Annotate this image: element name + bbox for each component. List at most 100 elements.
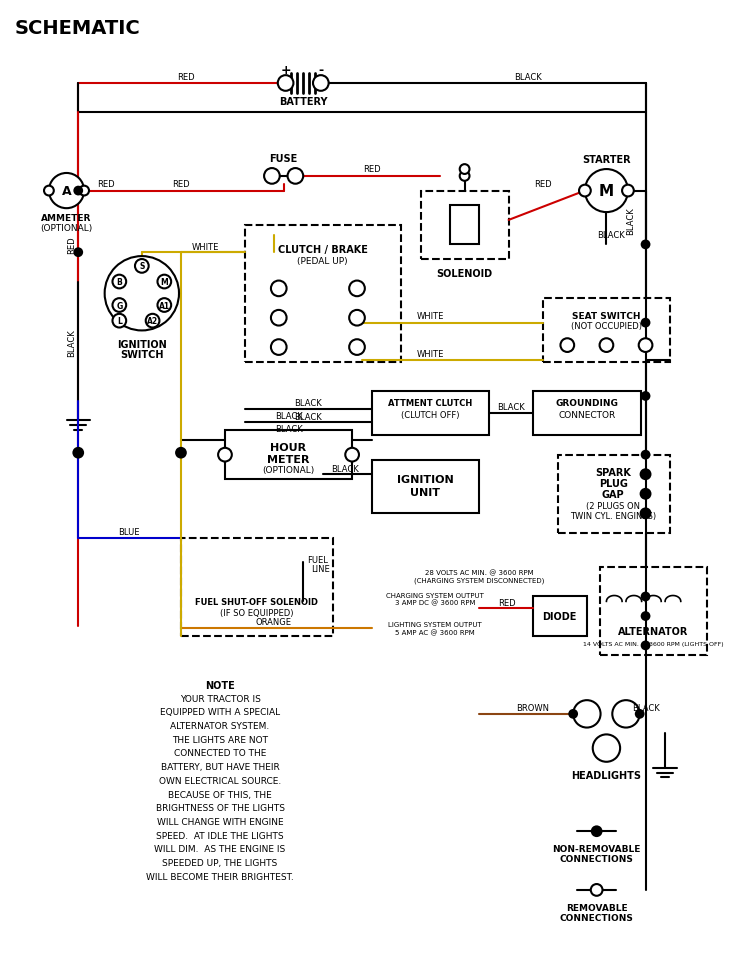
Text: RED: RED	[363, 165, 381, 173]
Bar	[533, 597, 587, 636]
Bar	[244, 226, 401, 362]
Text: IGNITION: IGNITION	[397, 475, 454, 484]
Text: ALTERNATOR: ALTERNATOR	[618, 626, 689, 636]
Text: HEADLIGHTS: HEADLIGHTS	[571, 770, 642, 781]
Text: (CLUTCH OFF): (CLUTCH OFF)	[401, 411, 459, 420]
Text: BRIGHTNESS OF THE LIGHTS: BRIGHTNESS OF THE LIGHTS	[155, 803, 285, 812]
Circle shape	[639, 339, 652, 353]
Circle shape	[74, 186, 83, 197]
Circle shape	[349, 311, 365, 327]
Text: WHITE: WHITE	[417, 350, 444, 359]
Text: DIODE: DIODE	[542, 611, 577, 621]
Text: SPARK: SPARK	[595, 468, 631, 478]
Circle shape	[72, 448, 84, 459]
Text: (2 PLUGS ON: (2 PLUGS ON	[587, 502, 640, 511]
Text: BLACK: BLACK	[631, 703, 659, 713]
Text: BLACK: BLACK	[598, 231, 625, 240]
Circle shape	[135, 260, 149, 273]
Circle shape	[640, 509, 651, 518]
Bar	[225, 431, 352, 480]
Circle shape	[74, 248, 83, 258]
Polygon shape	[548, 609, 571, 624]
Circle shape	[640, 489, 651, 499]
Text: RED: RED	[97, 180, 115, 189]
Text: NOTE: NOTE	[205, 680, 235, 690]
Text: BATTERY: BATTERY	[279, 97, 328, 107]
Circle shape	[345, 449, 359, 462]
Text: EQUIPPED WITH A SPECIAL: EQUIPPED WITH A SPECIAL	[160, 707, 280, 717]
Text: WILL CHANGE WITH ENGINE: WILL CHANGE WITH ENGINE	[157, 817, 283, 827]
Text: HOUR: HOUR	[270, 443, 307, 453]
Text: (IF SO EQUIPPED): (IF SO EQUIPPED)	[219, 608, 293, 617]
Bar	[450, 206, 479, 245]
Circle shape	[591, 884, 603, 896]
Text: BLACK: BLACK	[497, 403, 525, 412]
Circle shape	[568, 709, 578, 719]
Bar	[372, 460, 479, 514]
Text: YOUR TRACTOR IS: YOUR TRACTOR IS	[180, 694, 261, 703]
Text: (OPTIONAL): (OPTIONAL)	[263, 465, 315, 475]
Text: NON-REMOVABLE: NON-REMOVABLE	[553, 844, 641, 854]
Text: CHARGING SYSTEM OUTPUT: CHARGING SYSTEM OUTPUT	[386, 592, 484, 598]
Text: IGNITION: IGNITION	[117, 340, 166, 350]
Text: FUEL SHUT-OFF SOLENOID: FUEL SHUT-OFF SOLENOID	[195, 597, 318, 607]
Bar	[533, 391, 640, 436]
Text: LIGHTING SYSTEM OUTPUT: LIGHTING SYSTEM OUTPUT	[389, 621, 482, 627]
Text: SEAT SWITCH: SEAT SWITCH	[572, 312, 640, 321]
Text: RED: RED	[172, 180, 190, 189]
Circle shape	[271, 340, 286, 356]
Text: SCHEMATIC: SCHEMATIC	[15, 18, 141, 38]
Text: M: M	[599, 184, 614, 199]
Text: +: +	[280, 64, 291, 77]
Text: BLACK: BLACK	[275, 412, 302, 421]
Circle shape	[460, 165, 470, 174]
Text: BLACK: BLACK	[331, 464, 359, 474]
Circle shape	[460, 172, 470, 181]
Circle shape	[640, 470, 651, 480]
Text: RED: RED	[534, 180, 552, 189]
Text: CONNECTIONS: CONNECTIONS	[559, 855, 634, 863]
Text: (CHARGING SYSTEM DISCONNECTED): (CHARGING SYSTEM DISCONNECTED)	[414, 577, 545, 583]
Text: BECAUSE OF THIS, THE: BECAUSE OF THIS, THE	[169, 790, 272, 798]
Text: G: G	[116, 301, 122, 310]
Text: 14 VOLTS AC MIN. @ 3600 RPM (LIGHTS OFF): 14 VOLTS AC MIN. @ 3600 RPM (LIGHTS OFF)	[583, 641, 723, 646]
Circle shape	[44, 186, 54, 197]
Circle shape	[146, 315, 160, 328]
Circle shape	[600, 339, 613, 353]
Circle shape	[592, 735, 620, 762]
Circle shape	[579, 185, 591, 198]
Text: CLUTCH / BRAKE: CLUTCH / BRAKE	[277, 245, 368, 255]
Text: SPEED.  AT IDLE THE LIGHTS: SPEED. AT IDLE THE LIGHTS	[156, 830, 284, 840]
Bar	[543, 298, 670, 362]
Text: WHITE: WHITE	[191, 242, 219, 252]
Text: BLUE: BLUE	[118, 528, 140, 537]
Text: BLACK: BLACK	[294, 413, 322, 422]
Circle shape	[634, 709, 645, 719]
Circle shape	[113, 315, 126, 328]
Text: REMOVABLE: REMOVABLE	[566, 903, 628, 912]
Bar	[181, 538, 333, 636]
Circle shape	[640, 489, 651, 499]
Text: SPEEDED UP, THE LIGHTS: SPEEDED UP, THE LIGHTS	[163, 859, 277, 867]
Circle shape	[640, 489, 651, 499]
Circle shape	[560, 339, 574, 353]
Text: (NOT OCCUPIED): (NOT OCCUPIED)	[571, 322, 642, 330]
Circle shape	[49, 173, 84, 209]
Circle shape	[349, 281, 365, 297]
Circle shape	[277, 77, 294, 92]
Circle shape	[113, 298, 126, 313]
Text: -: -	[318, 64, 323, 77]
Text: A2: A2	[147, 317, 158, 326]
Text: BLACK: BLACK	[67, 328, 76, 357]
Circle shape	[640, 509, 651, 518]
Text: (PEDAL UP): (PEDAL UP)	[297, 257, 348, 266]
Text: BROWN: BROWN	[517, 703, 550, 713]
Circle shape	[113, 275, 126, 289]
Text: FUEL: FUEL	[308, 555, 328, 564]
Circle shape	[640, 240, 651, 250]
Text: CONNECTIONS: CONNECTIONS	[559, 913, 634, 922]
Circle shape	[640, 451, 651, 460]
Circle shape	[313, 77, 329, 92]
Bar	[600, 568, 707, 655]
Circle shape	[158, 298, 171, 313]
